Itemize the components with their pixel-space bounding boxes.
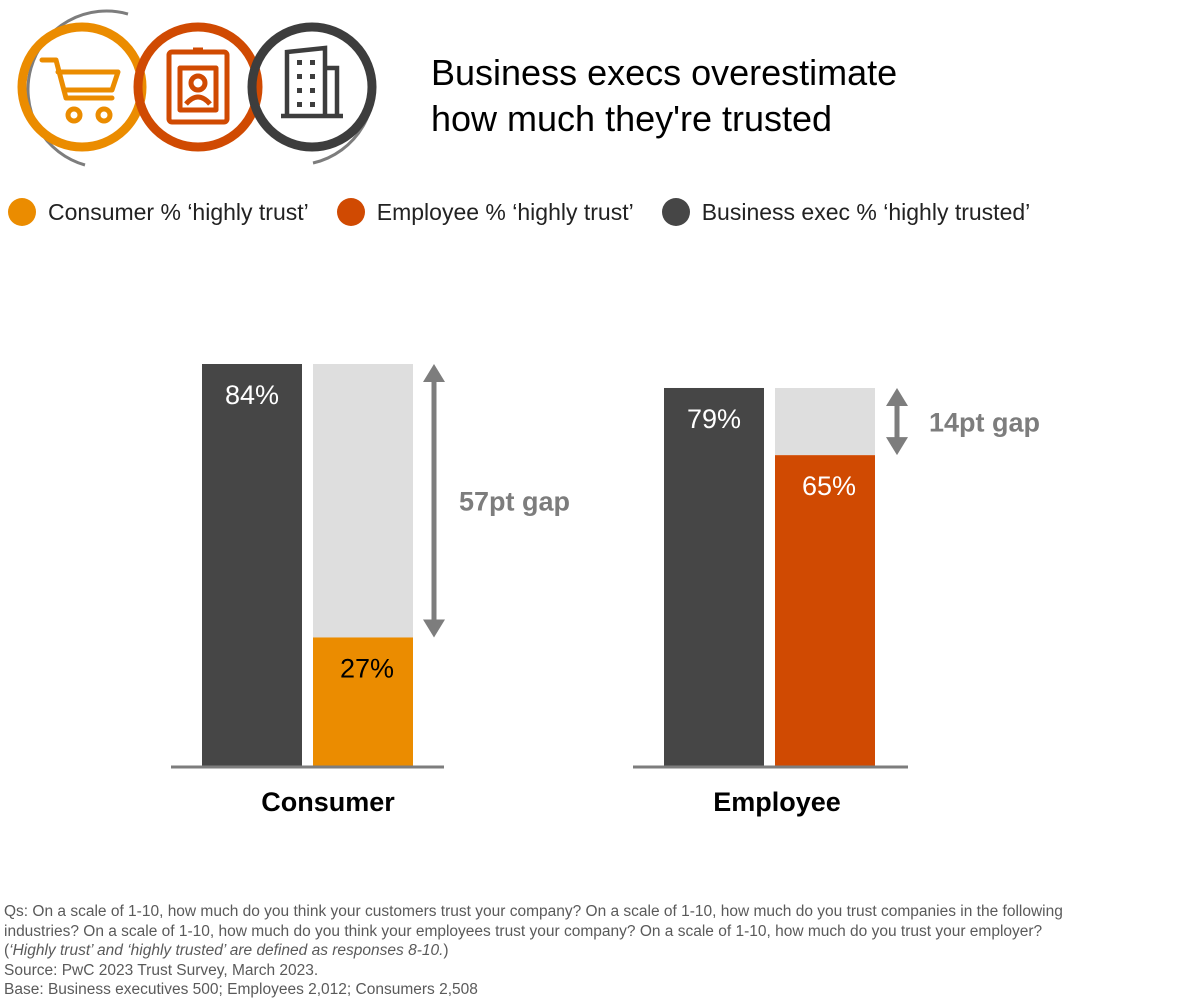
footnote-definition: (‘Highly trust’ and ‘highly trusted’ are… [4,942,449,959]
gap-arrow-head-up-employee [886,387,908,406]
legend-swatch-employee [336,198,365,226]
title-line-1: Business execs overestimate [431,52,898,93]
bar-trust-consumer [313,637,413,767]
data-label-exec-consumer: 84% [225,380,279,410]
gap-arrow-head-up-consumer [423,364,445,382]
legend-item-business-exec: Business exec % ‘highly trusted’ [661,198,1031,226]
title-line-2: how much they're trusted [431,98,833,139]
footnote-base: Base: Business executives 500; Employees… [4,981,478,998]
legend-swatch-business-exec [661,198,690,226]
legend-label-consumer: Consumer % ‘highly trust’ [48,198,309,225]
bar-exec-employee [664,387,764,767]
data-label-trust-consumer: 27% [340,653,394,683]
footnote-source: Source: PwC 2023 Trust Survey, March 202… [4,961,319,979]
bar-gap-consumer [313,364,413,638]
page-title: Business execs overestimate how much the… [431,50,897,142]
category-label-consumer: Consumer [261,787,395,817]
office-building-icon [281,45,343,119]
gap-label-employee: 14pt gap [929,408,1040,438]
footnote-question-line-2: industries? On a scale of 1-10, how much… [4,922,1043,940]
legend-item-consumer: Consumer % ‘highly trust’ [8,198,309,226]
bar-trust-employee [775,455,875,767]
legend-label-business-exec: Business exec % ‘highly trusted’ [701,198,1031,225]
shopping-cart-icon [39,57,121,124]
data-label-exec-employee: 79% [687,404,741,434]
category-label-employee: Employee [713,787,841,817]
legend-label-employee: Employee % ‘highly trust’ [376,198,634,225]
gap-arrow-head-down-consumer [423,619,445,638]
gap-arrow-head-down-employee [886,437,908,456]
footnote: Qs: On a scale of 1-10, how much do you … [4,902,1184,1000]
legend: Consumer % ‘highly trust’ Employee % ‘hi… [8,198,1058,226]
id-badge-icon [166,47,230,125]
bar-gap-employee [775,387,875,456]
data-label-trust-employee: 65% [802,471,856,501]
bar-chart: 84% 27% Consumer 57pt gap 79% 65% Employee 14pt… [171,364,1040,817]
bar-exec-consumer [202,364,302,767]
header-icon-group [17,9,377,167]
gap-label-consumer: 57pt gap [459,487,570,517]
footnote-question-line-1: Qs: On a scale of 1-10, how much do you … [4,903,1063,920]
legend-swatch-consumer [8,198,36,226]
legend-item-employee: Employee % ‘highly trust’ [336,198,634,226]
